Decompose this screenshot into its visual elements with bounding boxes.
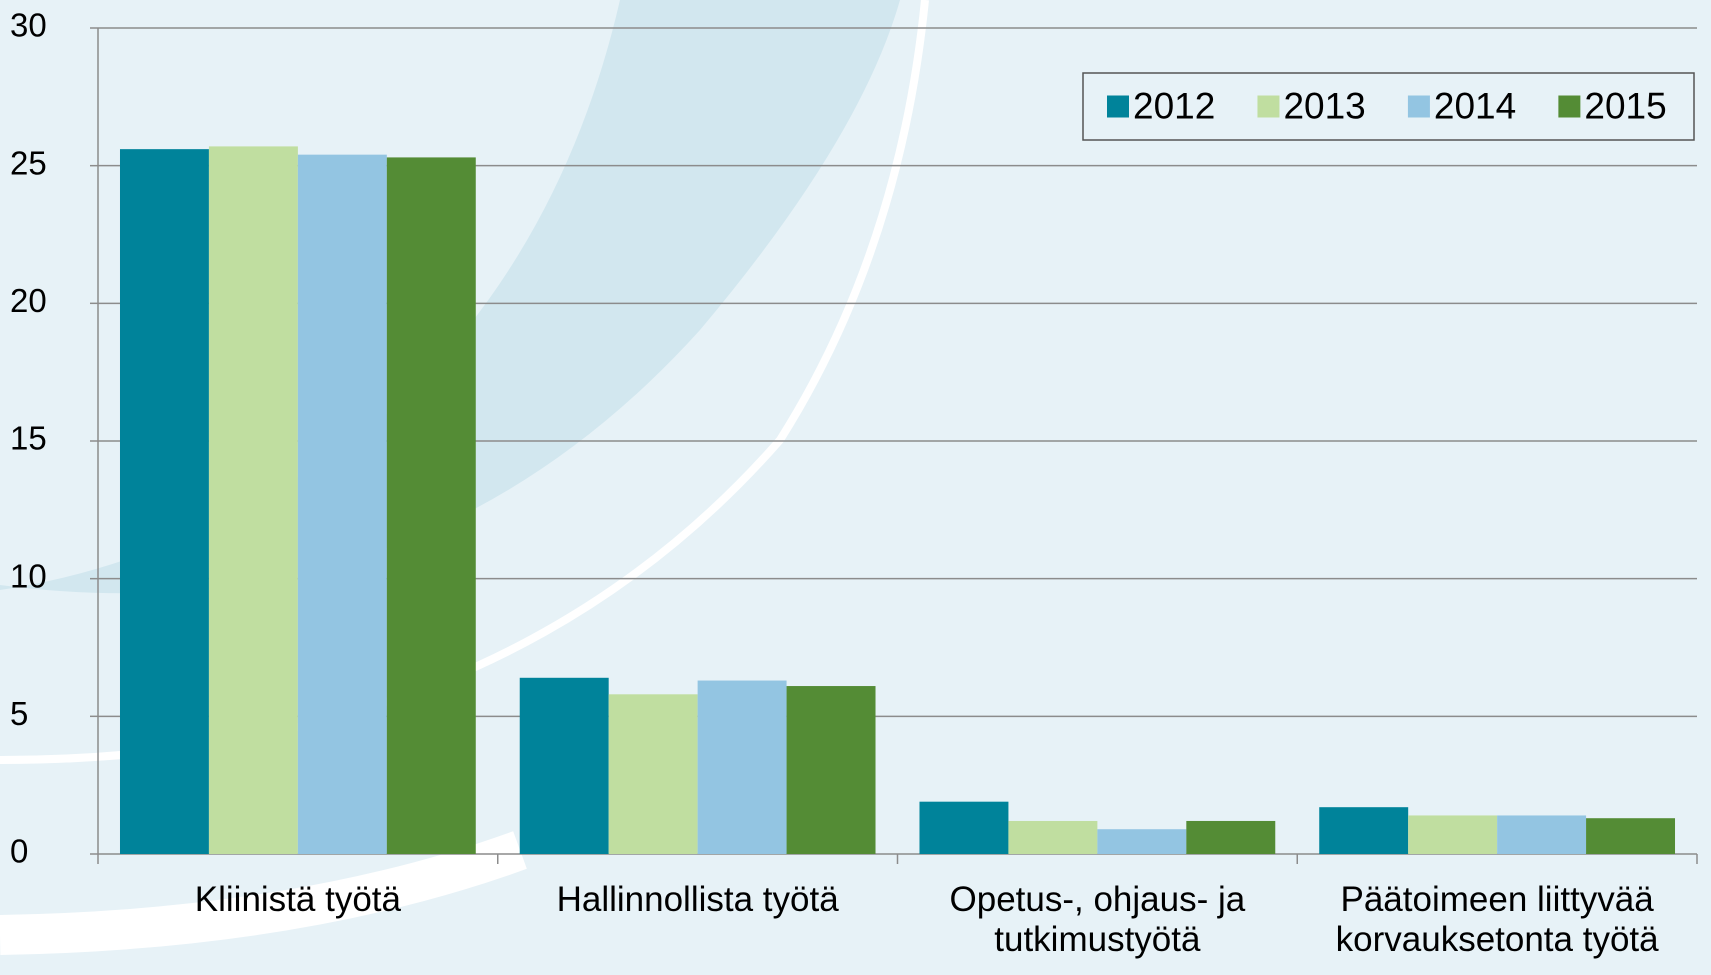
x-tick-label: Opetus-, ohjaus- ja tutkimustyötä [898, 880, 1298, 960]
y-tick-label: 0 [10, 833, 28, 870]
legend-swatch [1107, 96, 1129, 118]
chart: 0 5 10 15 20 25 30 2012 2013 2014 2015 [0, 0, 1711, 975]
y-tick-label: 20 [10, 282, 47, 319]
legend-label: 2012 [1133, 85, 1215, 126]
bar [1097, 829, 1186, 854]
y-tick-label: 30 [10, 7, 47, 44]
bar [1586, 818, 1675, 854]
y-tick-label: 25 [10, 144, 47, 181]
bar [1008, 821, 1097, 854]
x-tick-label: Hallinnollista työtä [498, 880, 898, 920]
bar [387, 157, 476, 854]
legend-swatch [1408, 96, 1430, 118]
bar [298, 155, 387, 854]
bar [1408, 815, 1497, 854]
y-tick-label: 5 [10, 695, 28, 732]
bar [609, 694, 698, 854]
legend-swatch [1257, 96, 1279, 118]
page: 0 5 10 15 20 25 30 2012 2013 2014 2015 Kliinistä t… [0, 0, 1711, 975]
legend-label: 2015 [1584, 85, 1666, 126]
bar [787, 686, 876, 854]
bar [120, 149, 209, 854]
x-tick-label: Päätoimeen liittyvää korvauksetonta työt… [1297, 880, 1697, 960]
x-tick-label: Kliinistä työtä [98, 880, 498, 920]
legend-label: 2014 [1434, 85, 1516, 126]
legend-label: 2013 [1283, 85, 1365, 126]
y-tick-label: 15 [10, 420, 47, 457]
y-tick-label: 10 [10, 557, 47, 594]
legend-swatch [1558, 96, 1580, 118]
bar [1319, 807, 1408, 854]
bar [698, 681, 787, 854]
bar [1497, 815, 1586, 854]
bar [520, 678, 609, 854]
bar [209, 146, 298, 854]
bar [919, 802, 1008, 854]
bar [1186, 821, 1275, 854]
